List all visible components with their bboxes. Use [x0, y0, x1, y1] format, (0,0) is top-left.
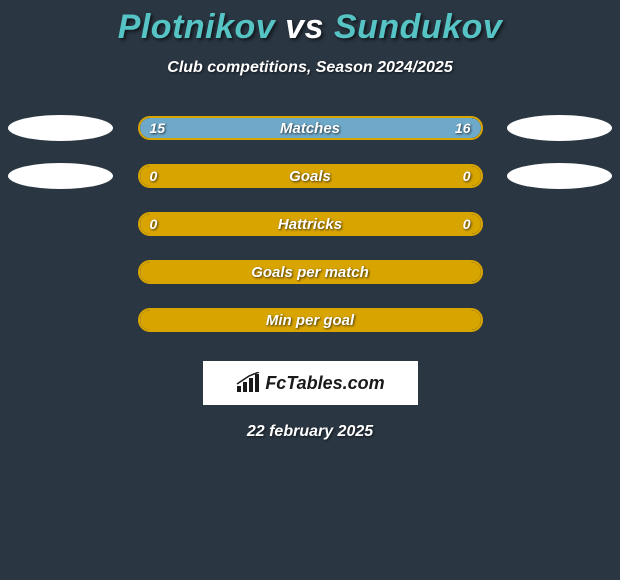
stat-label: Min per goal [266, 312, 354, 329]
stat-row: Min per goal [0, 307, 620, 333]
right-ellipse [507, 115, 612, 141]
player2-name: Sundukov [334, 8, 502, 46]
stat-row: Goals per match [0, 259, 620, 285]
stat-bar: Goals per match [138, 260, 483, 284]
stat-row: 0 0 Hattricks [0, 211, 620, 237]
stat-value-right: 16 [455, 120, 471, 136]
stat-label: Hattricks [278, 216, 342, 233]
title: Plotnikov vs Sundukov [118, 8, 503, 47]
stat-bar: 15 16 Matches [138, 116, 483, 140]
stat-label: Goals per match [251, 264, 369, 281]
stat-bar: Min per goal [138, 308, 483, 332]
stat-label: Matches [280, 120, 340, 137]
date-text: 22 february 2025 [247, 423, 373, 441]
subtitle: Club competitions, Season 2024/2025 [167, 59, 452, 77]
stat-value-left: 0 [150, 168, 158, 184]
stat-row: 0 0 Goals [0, 163, 620, 189]
stat-label: Goals [289, 168, 331, 185]
bar-fill-left [140, 166, 311, 186]
bar-chart-icon [235, 372, 261, 394]
logo-box: FcTables.com [203, 361, 418, 405]
left-ellipse [8, 115, 113, 141]
bar-fill-right [310, 166, 481, 186]
comparison-card: Plotnikov vs Sundukov Club competitions,… [0, 0, 620, 441]
stat-row: 15 16 Matches [0, 115, 620, 141]
right-ellipse [507, 163, 612, 189]
stat-bar: 0 0 Hattricks [138, 212, 483, 236]
stat-value-left: 0 [150, 216, 158, 232]
logo-text: FcTables.com [265, 373, 384, 394]
left-ellipse [8, 163, 113, 189]
stat-rows: 15 16 Matches 0 0 Goals 0 0 Hattricks Goals per m… [0, 115, 620, 355]
stat-value-right: 0 [463, 216, 471, 232]
player1-name: Plotnikov [118, 8, 276, 46]
stat-value-right: 0 [463, 168, 471, 184]
stat-bar: 0 0 Goals [138, 164, 483, 188]
stat-value-left: 15 [150, 120, 166, 136]
vs-text: vs [285, 8, 324, 46]
